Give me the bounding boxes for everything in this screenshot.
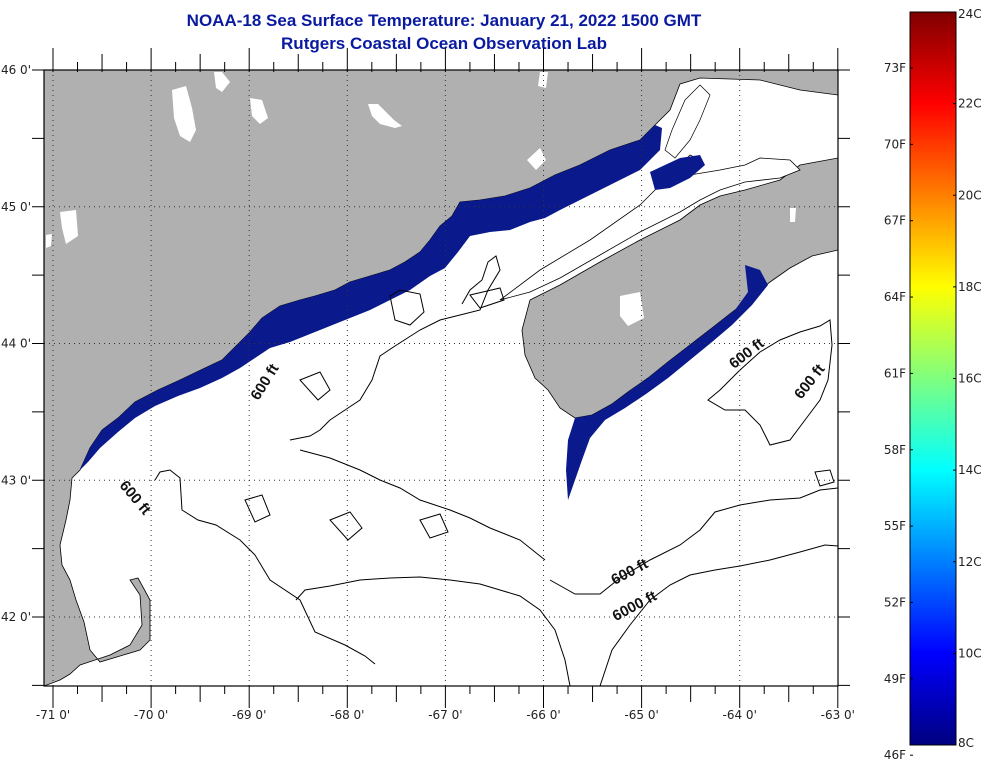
x-tick-label: -69 0' xyxy=(232,708,266,722)
colorbar-f-label: 61F xyxy=(884,366,906,380)
sst-cold-band-maine xyxy=(80,125,662,470)
colorbar-f-label: 70F xyxy=(884,137,906,151)
colorbar-f-label: 55F xyxy=(884,519,906,533)
colorbar-c-label: 18C xyxy=(958,280,982,294)
colorbar-c-label: 24C xyxy=(958,7,982,21)
y-tick-label: 43 0' xyxy=(1,473,31,487)
x-axis: -71 0' -70 0' -69 0' -68 0' -67 0' -66 0' -65 … xyxy=(36,48,855,722)
x-tick-label: -64 0' xyxy=(723,708,757,722)
colorbar-c-label: 12C xyxy=(958,555,982,569)
chart-title: NOAA-18 Sea Surface Temperature: January… xyxy=(186,11,702,30)
colorbar-f-label: 67F xyxy=(884,214,906,228)
contour-600ft-nearshore xyxy=(299,449,546,561)
colorbar-f-label: 52F xyxy=(884,595,906,609)
y-tick-label: 42 0' xyxy=(1,610,31,624)
contour-6000ft xyxy=(599,544,838,686)
sst-cold-patch-fundy xyxy=(650,155,705,190)
lakes xyxy=(46,72,796,326)
contour-600ft-georges xyxy=(295,576,571,686)
colorbar-c-label: 20C xyxy=(958,188,982,202)
colorbar-f-label: 58F xyxy=(884,443,906,457)
x-tick-label: -65 0' xyxy=(624,708,658,722)
x-tick-label: -63 0' xyxy=(821,708,855,722)
x-tick-label: -66 0' xyxy=(526,708,560,722)
colorbar-f-label: 64F xyxy=(884,290,906,304)
chart-subtitle: Rutgers Coastal Ocean Observation Lab xyxy=(281,34,607,53)
sst-cold-band-nova-scotia xyxy=(566,265,768,500)
x-tick-label: -71 0' xyxy=(36,708,70,722)
colorbar-c-label: 16C xyxy=(958,372,982,386)
colorbar-fahrenheit-labels: 73F 70F 67F 64F 61F 58F 55F 52F 49F 46F xyxy=(884,61,913,761)
colorbar-celsius-labels: 24C 22C 20C 18C 16C 14C 12C 10C 8C xyxy=(953,7,982,750)
colorbar-f-label: 49F xyxy=(884,672,906,686)
y-axis: 46 0' 45 0' 44 0' 43 0' 42 0' xyxy=(1,63,850,686)
colorbar-c-label: 22C xyxy=(958,97,982,111)
colorbar-f-label: 73F xyxy=(884,61,906,75)
bathymetry-contours xyxy=(154,255,838,686)
y-tick-label: 45 0' xyxy=(1,200,31,214)
contour-600ft-central xyxy=(289,255,501,441)
x-tick-label: -70 0' xyxy=(134,708,168,722)
contour-600ft-ns-bank xyxy=(707,319,833,446)
minas-basin xyxy=(664,84,711,159)
colorbar-c-label: 8C xyxy=(958,736,974,750)
y-tick-label: 44 0' xyxy=(1,337,31,351)
colorbar: 73F 70F 67F 64F 61F 58F 55F 52F 49F 46F 24C 22C 20C… xyxy=(884,7,982,761)
y-tick-label: 46 0' xyxy=(1,63,31,77)
colorbar-c-label: 10C xyxy=(958,646,982,660)
contour-600ft-western xyxy=(154,469,376,665)
x-tick-label: -67 0' xyxy=(428,708,462,722)
colorbar-f-label: 46F xyxy=(884,748,906,761)
colorbar-gradient xyxy=(909,11,957,746)
contour-600ft-shelf xyxy=(549,487,838,595)
map-frame xyxy=(43,69,839,687)
colorbar-c-label: 14C xyxy=(958,463,982,477)
x-tick-label: -68 0' xyxy=(330,708,364,722)
